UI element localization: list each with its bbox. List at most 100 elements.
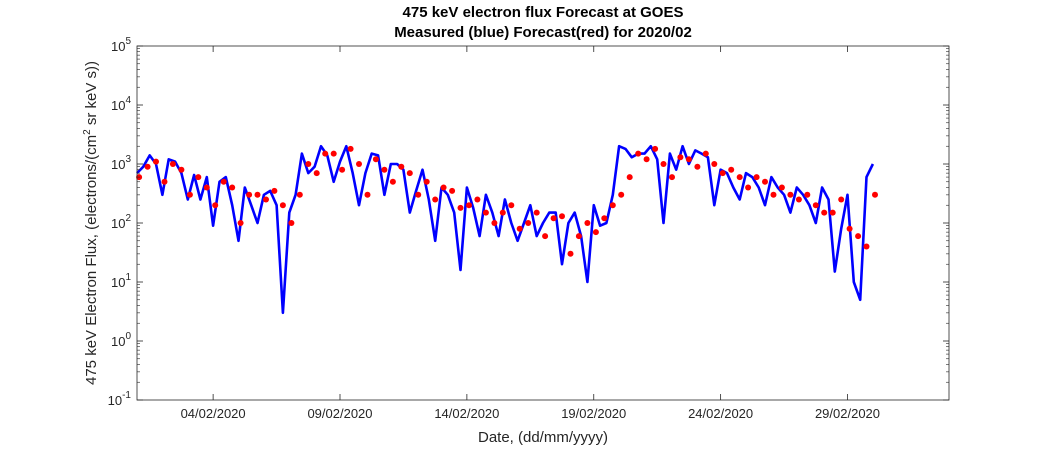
y-tick-base: 10 [111, 39, 125, 54]
forecast-point [872, 191, 878, 198]
forecast-point [795, 196, 802, 203]
forecast-point [669, 174, 675, 181]
forecast-point [229, 184, 236, 191]
forecast-point [169, 161, 176, 167]
forecast-point [178, 166, 185, 173]
forecast-point [736, 174, 743, 181]
forecast-point [440, 184, 447, 191]
y-tick-exponent: 2 [125, 213, 131, 224]
measured-series-line [136, 144, 875, 315]
forecast-point [491, 220, 498, 226]
forecast-point [466, 202, 472, 209]
y-tick-base: 10 [111, 157, 125, 172]
forecast-point [203, 184, 210, 191]
forecast-point [770, 191, 777, 198]
forecast-point [652, 145, 659, 152]
chart-title: 475 keV electron flux Forecast at GOES [403, 4, 684, 21]
forecast-point [271, 187, 278, 194]
forecast-point [474, 196, 481, 203]
x-tick-label: 29/02/2020 [815, 406, 880, 421]
forecast-point [339, 166, 346, 173]
y-tick-exponent: 1 [125, 272, 131, 283]
forecast-point [144, 163, 151, 170]
forecast-point [643, 156, 650, 163]
forecast-point [745, 184, 752, 191]
forecast-point [719, 170, 726, 177]
forecast-point [406, 170, 413, 177]
forecast-point [804, 191, 811, 198]
forecast-point [398, 163, 405, 170]
forecast-point [516, 225, 523, 232]
forecast-point [711, 161, 718, 167]
forecast-point [372, 156, 379, 163]
forecast-point [787, 191, 794, 198]
y-tick-exponent: 4 [125, 95, 131, 106]
forecast-point [626, 174, 633, 181]
forecast-point [186, 191, 193, 198]
forecast-point [347, 145, 354, 152]
forecast-point [449, 187, 456, 194]
x-tick-label: 04/02/2020 [181, 406, 246, 421]
forecast-point [618, 191, 625, 198]
forecast-point [254, 191, 261, 198]
y-tick-exponent: 3 [125, 154, 131, 165]
plot-area-frame [136, 45, 950, 401]
y-axis-label-superscript: 2 [82, 129, 93, 135]
y-axis-label-tail: sr keV s)) [83, 61, 100, 129]
forecast-point [567, 250, 574, 257]
y-tick-exponent: 0 [125, 331, 131, 342]
forecast-point [381, 166, 388, 173]
forecast-point [364, 191, 371, 198]
forecast-point [432, 196, 439, 203]
forecast-point [846, 225, 853, 232]
forecast-point [812, 202, 819, 209]
forecast-point [863, 243, 870, 250]
forecast-point [635, 150, 642, 157]
forecast-point [677, 154, 684, 161]
forecast-point [542, 233, 549, 240]
y-tick-label: 105 [111, 36, 131, 54]
y-axis-label: 475 keV Electron Flux, (electrons/(cm2 s… [82, 61, 100, 385]
forecast-point [415, 191, 422, 198]
forecast-point [702, 150, 709, 157]
y-tick-label: 102 [111, 213, 131, 231]
x-tick-label: 09/02/2020 [307, 406, 372, 421]
y-tick-label: 100 [111, 331, 131, 349]
forecast-point [246, 191, 253, 198]
x-axis-label: Date, (dd/mm/yyyy) [478, 429, 608, 446]
forecast-point [313, 170, 320, 177]
forecast-point [694, 163, 701, 170]
forecast-point [279, 202, 286, 209]
forecast-point [762, 178, 768, 185]
forecast-point [153, 158, 159, 165]
forecast-point [778, 184, 785, 191]
forecast-point [330, 150, 337, 157]
y-axis-label-main: 475 keV Electron Flux, (electrons/(cm [83, 135, 100, 385]
forecast-point [584, 220, 591, 226]
forecast-point [533, 209, 540, 216]
forecast-point [322, 150, 329, 157]
forecast-point [195, 174, 202, 181]
chart-subtitle: Measured (blue) Forecast(red) for 2020/0… [394, 24, 692, 41]
forecast-point [685, 156, 692, 163]
y-tick-label: 103 [111, 154, 131, 172]
forecast-point [499, 209, 506, 216]
forecast-point [508, 202, 515, 209]
forecast-point [575, 233, 582, 240]
forecast-point [559, 213, 565, 220]
y-tick-label: 10-1 [108, 390, 132, 408]
y-tick-label: 104 [111, 95, 131, 113]
forecast-point [356, 161, 362, 167]
forecast-point [161, 178, 168, 185]
x-tick-label: 14/02/2020 [434, 406, 499, 421]
x-tick-label: 24/02/2020 [688, 406, 753, 421]
x-tick-label: 19/02/2020 [561, 406, 626, 421]
forecast-point [263, 196, 269, 203]
forecast-point [838, 196, 845, 203]
forecast-point [457, 204, 464, 211]
y-tick-base: 10 [111, 275, 125, 290]
y-tick-exponent: -1 [122, 390, 131, 401]
